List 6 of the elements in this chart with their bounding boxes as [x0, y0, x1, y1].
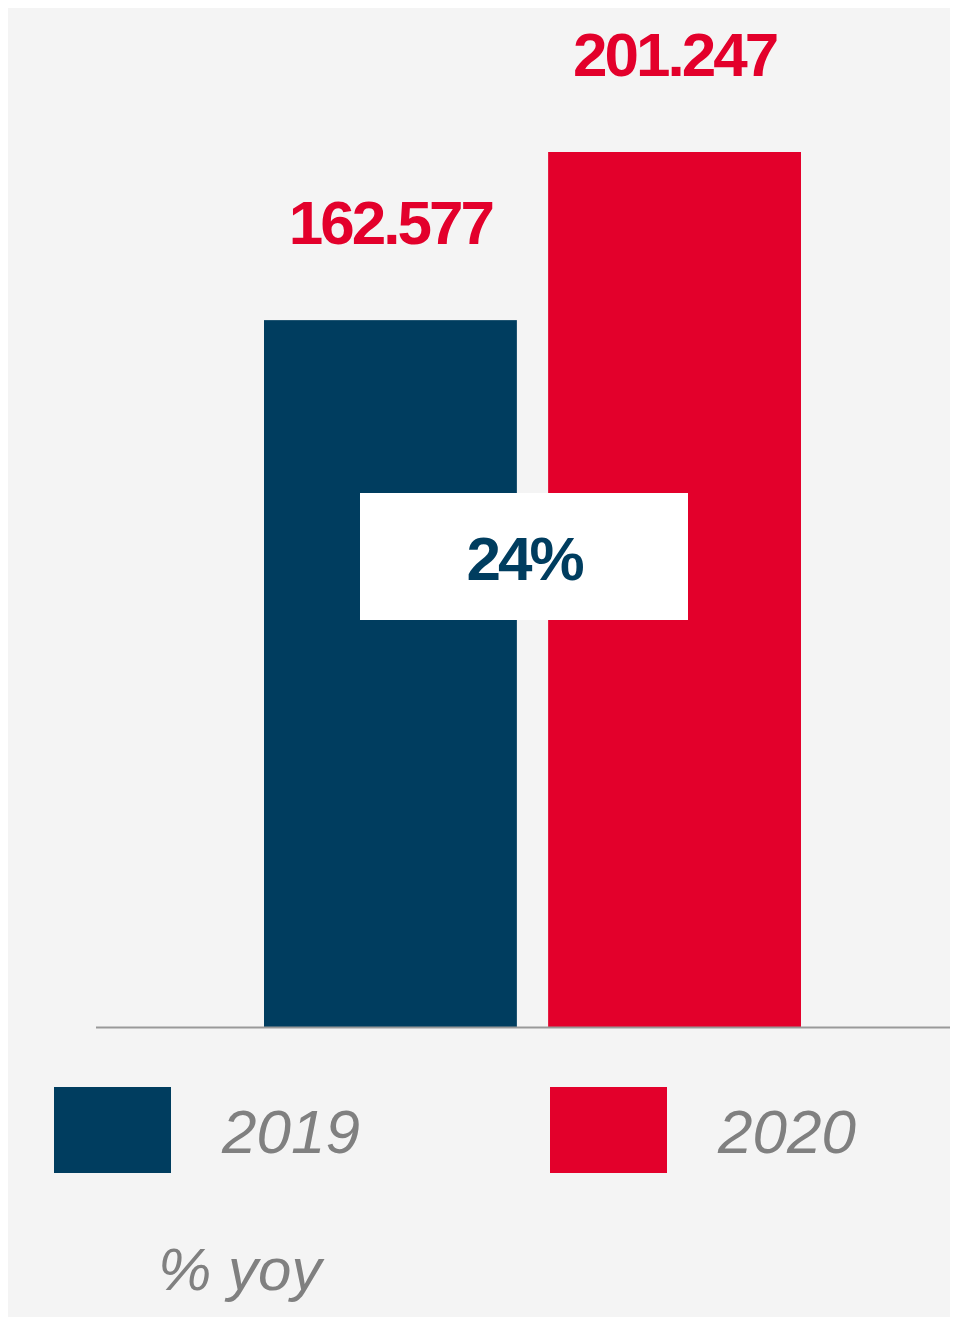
- annotation: 24%: [466, 524, 584, 593]
- text: % yoy: [158, 1236, 326, 1303]
- legend-label: 2019: [221, 1097, 360, 1166]
- data-label: 162.577: [288, 188, 493, 258]
- data-label: 201.247: [573, 20, 777, 89]
- legend-label: 2020: [717, 1097, 856, 1166]
